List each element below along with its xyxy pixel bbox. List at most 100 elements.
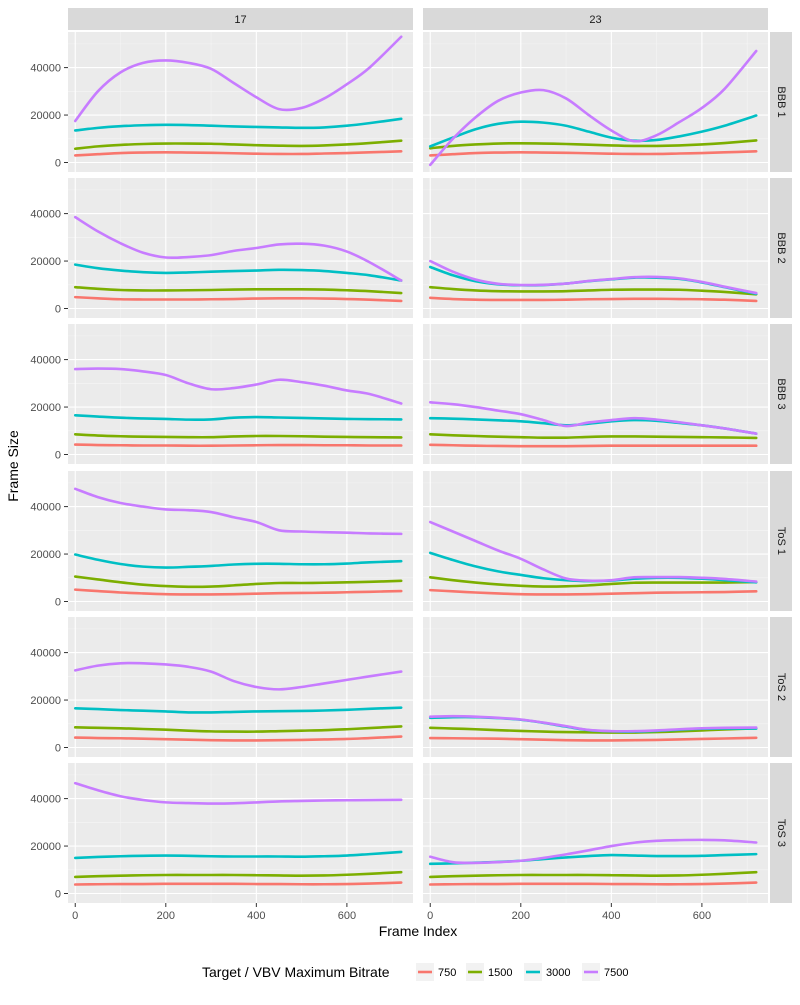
y-tick-label: 20000 [30,256,61,268]
panel-BBB-1-23 [423,32,768,172]
series-line-750 [428,443,758,448]
axes-layer: 0200004000002000040000020000400000200004… [30,63,711,922]
panel-background [68,617,413,757]
panel-background [68,324,413,464]
y-tick-label: 0 [55,597,61,609]
y-tick-label: 40000 [30,355,61,367]
series-line-7500 [428,838,758,865]
series-line-750 [73,295,403,303]
legend: Target / VBV Maximum Bitrate 750 1500 3000… [202,963,628,981]
y-tick-label: 40000 [30,794,61,806]
legend-label: 750 [438,967,456,979]
y-tick-label: 40000 [30,209,61,221]
row-strip-label: BBB 1 [775,86,787,117]
y-tick-label: 0 [55,450,61,462]
series-line-1500 [73,285,403,295]
panel-BBB-2-17 [68,178,413,318]
panel-background [423,324,768,464]
y-tick-label: 40000 [30,502,61,514]
series-line-1500 [73,725,403,733]
panel-background [68,471,413,611]
panel-ToS-2-23 [423,617,768,757]
panel-background [423,763,768,903]
col-strip-23 [423,8,768,30]
series-line-7500 [73,215,403,282]
series-line-3000 [73,263,403,282]
series-line-7500 [73,661,403,691]
strips-layer: 17 23 BBB 1 BBB 2 BBB 3 ToS 1 ToS 2 ToS 3 [68,8,792,903]
series-line-1500 [428,139,758,150]
panel-BBB-3-23 [423,324,768,464]
y-tick-label: 20000 [30,695,61,707]
legend-title: Target / VBV Maximum Bitrate [202,964,390,980]
x-tick-label: 0 [427,910,433,922]
x-tick-label: 400 [602,910,620,922]
series-line-750 [428,588,758,596]
series-line-7500 [428,49,758,167]
series-line-1500 [73,870,403,879]
y-tick-label: 40000 [30,63,61,75]
panel-ToS-2-17 [68,617,413,757]
row-strip-label: BBB 3 [775,378,787,409]
y-axis-title: Frame Size [5,430,21,502]
row-strip-ToS-3 [770,763,792,903]
row-strip-ToS-1 [770,471,792,611]
series-line-7500 [73,35,403,123]
x-axis-title: Frame Index [379,923,458,939]
legend-label: 7500 [604,967,628,979]
y-tick-label: 20000 [30,549,61,561]
legend-item-750: 750 [416,963,456,981]
series-line-1500 [428,576,758,588]
series-line-7500 [428,520,758,583]
panel-ToS-1-17 [68,471,413,611]
panel-ToS-1-23 [423,471,768,611]
series-line-750 [428,296,758,303]
panel-background [423,178,768,318]
legend-label: 3000 [546,967,570,979]
x-tick-label: 400 [247,910,265,922]
row-strip-label: BBB 2 [775,232,787,263]
series-line-7500 [73,367,403,405]
series-line-750 [73,735,403,742]
panel-background [68,32,413,172]
x-tick-label: 600 [693,910,711,922]
series-line-3000 [73,414,403,421]
legend-item-7500: 7500 [582,963,628,981]
series-line-3000 [73,706,403,714]
panel-background [423,617,768,757]
y-tick-label: 0 [55,158,61,170]
legend-item-3000: 3000 [524,963,570,981]
series-line-7500 [428,259,758,295]
series-line-7500 [73,781,403,805]
series-line-1500 [428,726,758,734]
y-tick-label: 40000 [30,648,61,660]
x-tick-label: 200 [512,910,530,922]
panel-background [68,763,413,903]
row-strip-label: ToS 3 [775,819,787,847]
row-strip-label: ToS 2 [775,673,787,701]
y-tick-label: 20000 [30,841,61,853]
panels-layer [68,32,768,903]
panel-background [423,32,768,172]
panel-ToS-3-23 [423,763,768,903]
series-line-1500 [73,139,403,151]
y-tick-label: 0 [55,304,61,316]
series-line-7500 [428,714,758,733]
series-line-3000 [73,117,403,132]
row-strip-label: ToS 1 [775,527,787,555]
y-tick-label: 20000 [30,110,61,122]
col-strip-17 [68,8,413,30]
y-tick-label: 0 [55,889,61,901]
row-strip-BBB-3 [770,324,792,464]
panel-background [423,471,768,611]
y-tick-label: 20000 [30,402,61,414]
series-line-750 [428,736,758,742]
x-tick-label: 600 [338,910,356,922]
legend-item-1500: 1500 [466,963,512,981]
panel-BBB-3-17 [68,324,413,464]
row-strip-BBB-2 [770,178,792,318]
series-line-750 [428,150,758,157]
series-line-1500 [73,433,403,439]
series-line-1500 [428,870,758,879]
legend-label: 1500 [488,967,512,979]
